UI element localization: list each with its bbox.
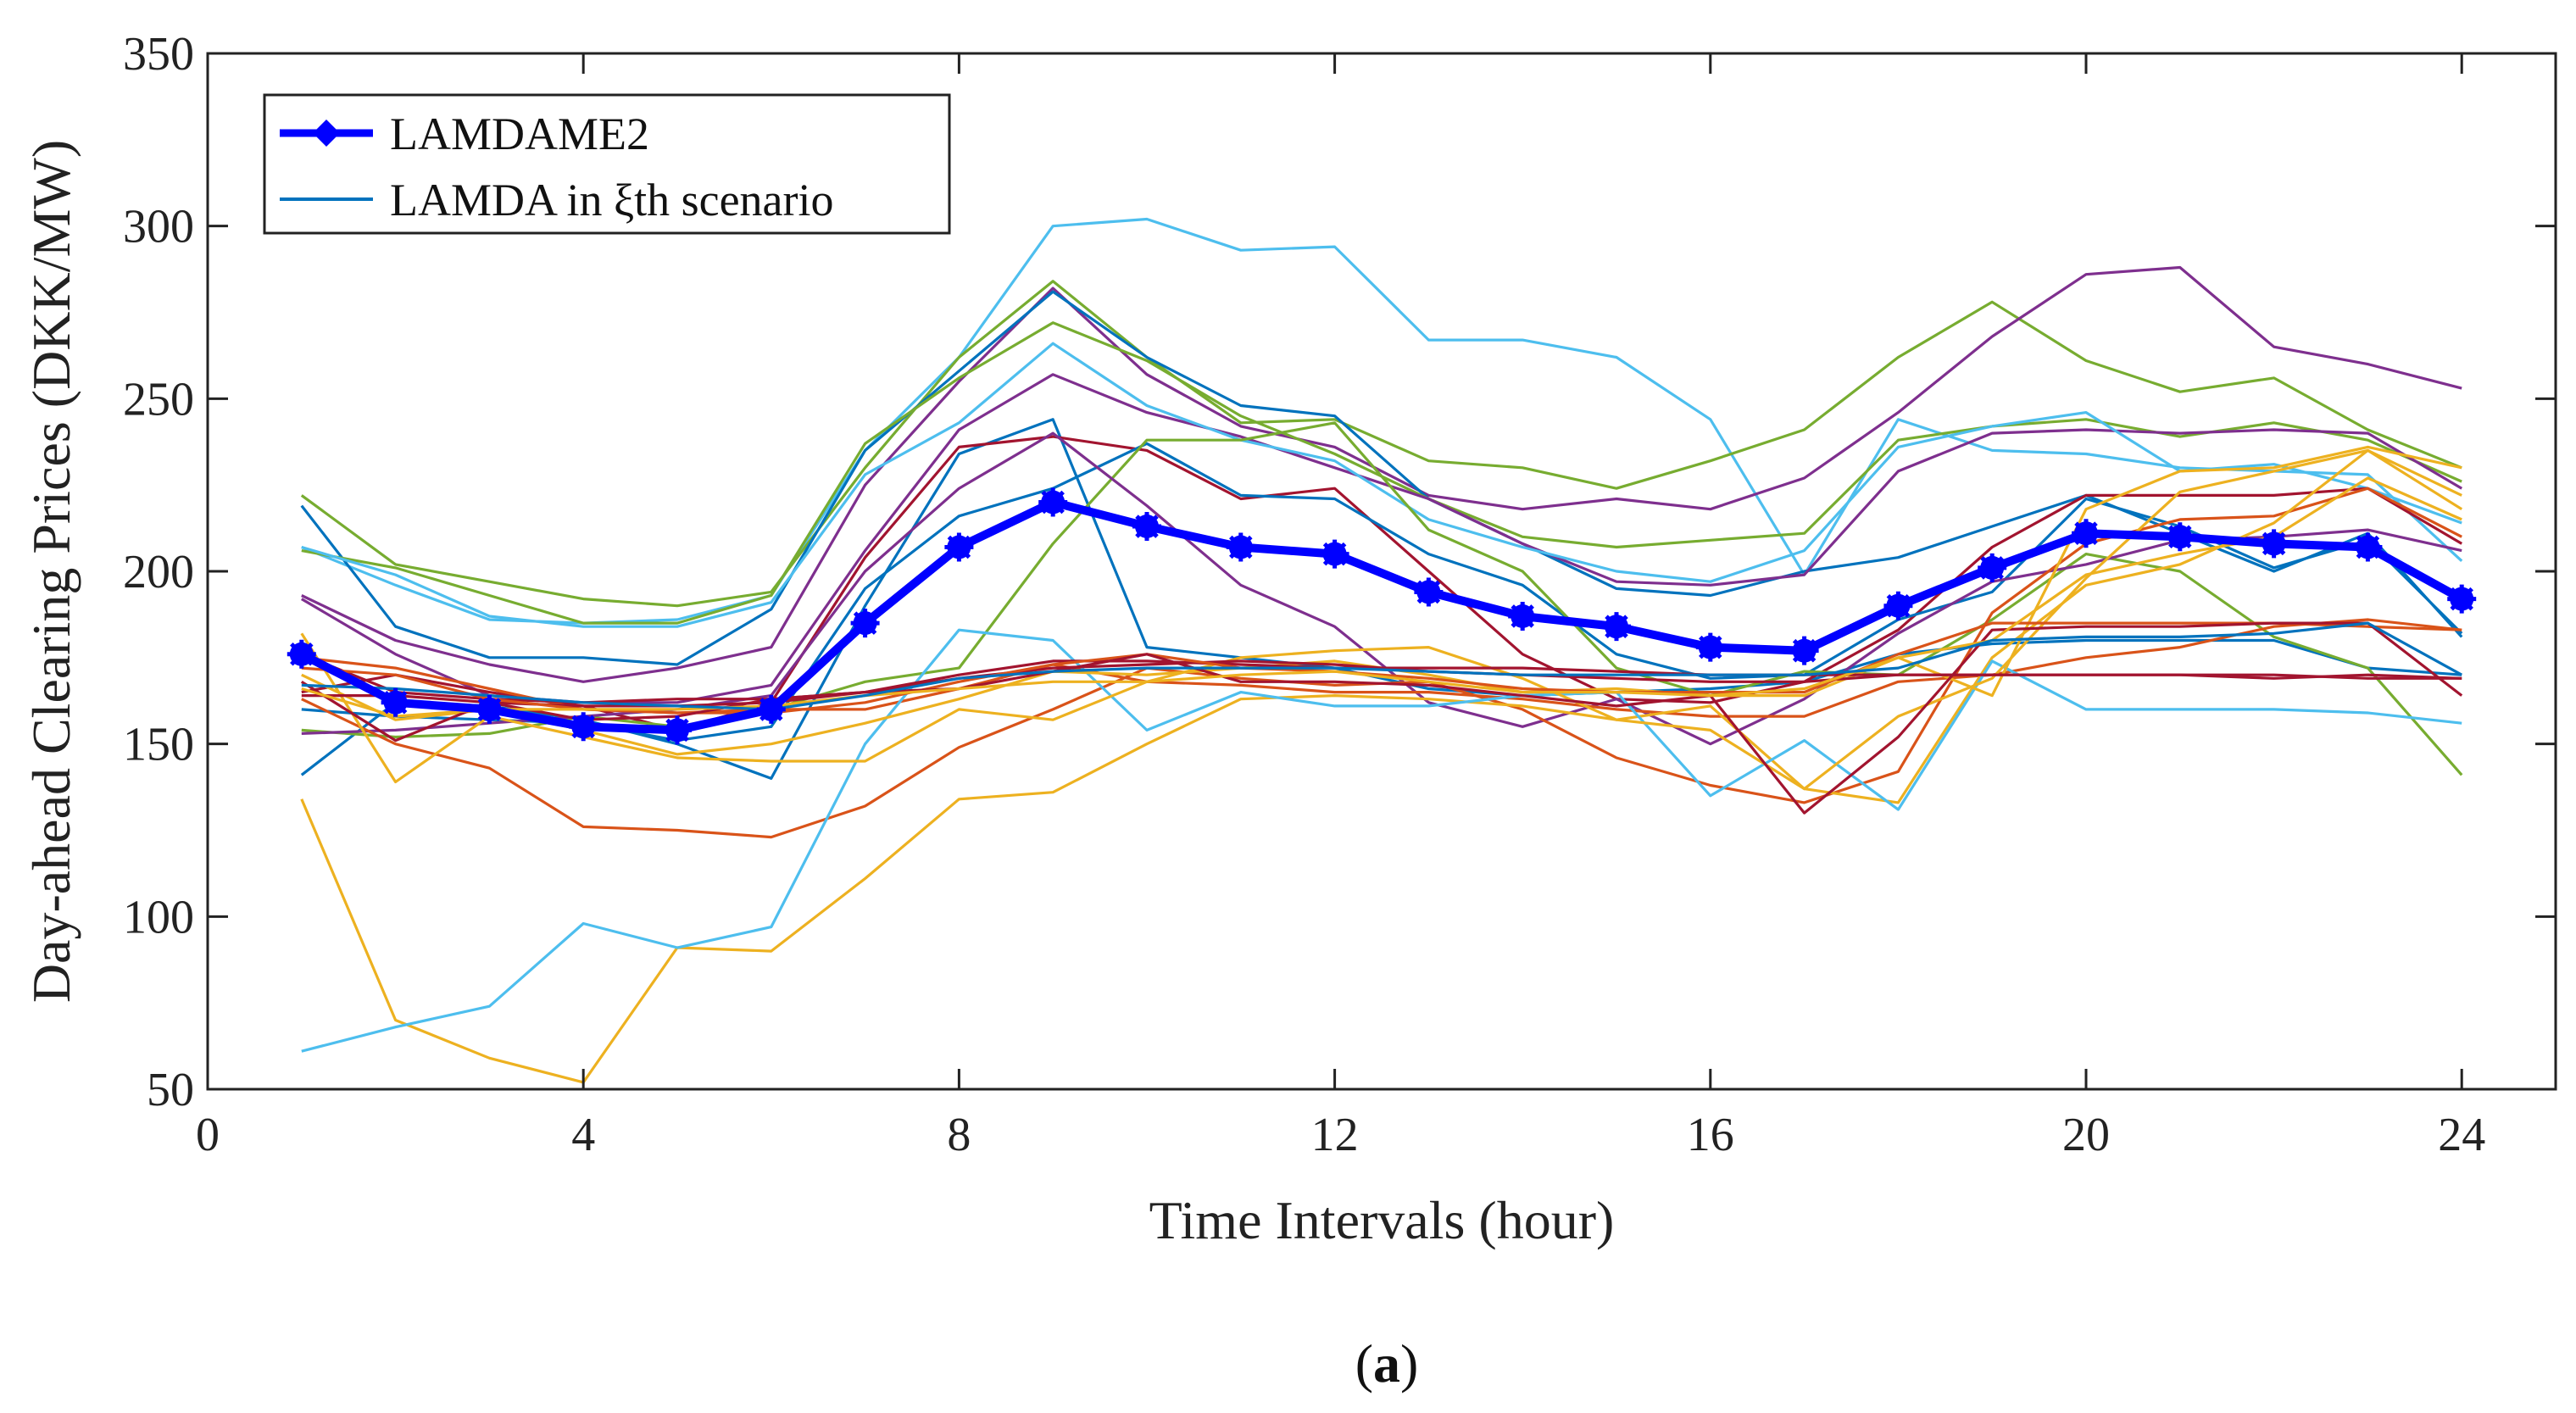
main-series-star-icon xyxy=(569,712,598,742)
y-tick-label: 50 xyxy=(147,1064,194,1116)
main-series-star-icon xyxy=(2165,522,2195,552)
x-tick-label: 12 xyxy=(1311,1109,1359,1161)
main-series-star-icon xyxy=(1038,487,1068,517)
main-series-star-icon xyxy=(475,694,504,724)
series-layer xyxy=(287,217,2477,1084)
main-series-star-icon xyxy=(1978,553,2007,582)
main-series-star-icon xyxy=(2447,584,2477,614)
main-series-star-icon xyxy=(1695,632,1725,662)
main-series-star-icon xyxy=(2259,529,2289,559)
scenario-line-1 xyxy=(301,217,2463,625)
scenario-line-15 xyxy=(300,448,2462,1084)
x-tick-label: 20 xyxy=(2062,1109,2110,1161)
scenario-line-11 xyxy=(301,421,2463,776)
main-series-star-icon xyxy=(850,609,880,638)
figure-caption: (a) xyxy=(1355,1333,1419,1394)
x-tick-label: 8 xyxy=(947,1109,971,1161)
scenario-line-17 xyxy=(300,448,2463,791)
y-tick-label: 200 xyxy=(123,546,194,598)
scenario-line-21 xyxy=(301,621,2462,715)
scenario-line-8 xyxy=(300,418,2462,781)
main-series-star-icon xyxy=(1226,532,1255,562)
legend-main-label: LAMDAME2 xyxy=(390,108,649,159)
scenario-line-16 xyxy=(301,628,2462,1053)
main-series-star-icon xyxy=(1789,636,1819,665)
scenario-line-2 xyxy=(300,280,2462,608)
legend: LAMDAME2 LAMDA in ξth scenario xyxy=(263,93,951,235)
x-tick-label: 24 xyxy=(2438,1109,2485,1161)
caption-close: ) xyxy=(1400,1333,1418,1394)
main-series-star-icon xyxy=(1508,601,1538,631)
main-series-star-icon xyxy=(1132,512,1161,542)
y-tick-label: 250 xyxy=(123,373,194,426)
main-series-star-icon xyxy=(381,687,410,717)
x-tick-label: 0 xyxy=(196,1109,220,1161)
main-series-line xyxy=(299,498,2464,735)
main-series-star-icon xyxy=(2353,532,2383,562)
x-tick-label: 16 xyxy=(1687,1109,1734,1161)
scenario-line-23 xyxy=(301,476,2462,718)
legend-main-marker-icon xyxy=(313,120,340,147)
caption-open: ( xyxy=(1355,1333,1373,1394)
main-series-star-icon xyxy=(1602,612,1631,642)
y-tick-label: 350 xyxy=(123,28,194,81)
legend-box xyxy=(263,93,951,235)
main-series-star-icon xyxy=(287,639,316,669)
main-series-star-icon xyxy=(756,694,786,724)
x-axis-title: Time Intervals (hour) xyxy=(1149,1190,1615,1250)
scenario-line-22 xyxy=(300,621,2463,815)
main-series-star-icon xyxy=(663,715,692,745)
legend-scenario-label: LAMDA in ξth scenario xyxy=(390,175,834,225)
y-tick-label: 150 xyxy=(123,719,194,771)
main-series-star-icon xyxy=(1414,577,1444,607)
scenario-line-3 xyxy=(301,265,2462,683)
scenario-line-24 xyxy=(301,621,2462,711)
y-tick-label: 100 xyxy=(123,891,194,943)
main-series-star-icon xyxy=(2072,519,2100,548)
caption-letter: a xyxy=(1373,1333,1400,1394)
main-series-star-icon xyxy=(944,532,974,562)
scenario-line-6 xyxy=(300,373,2463,704)
scenario-line-7 xyxy=(301,342,2462,628)
main-series-star-icon xyxy=(1883,591,1913,620)
x-tick-label: 4 xyxy=(571,1109,595,1161)
main-series-star-icon xyxy=(1320,539,1349,569)
ticks-layer: 0 4 8 12 16 20 24 50 100 150 200 250 300 350 xyxy=(123,28,2556,1161)
y-tick-label: 300 xyxy=(123,201,194,253)
y-axis-title: Day-ahead Clearing Prices (DKK/MW) xyxy=(21,140,81,1003)
